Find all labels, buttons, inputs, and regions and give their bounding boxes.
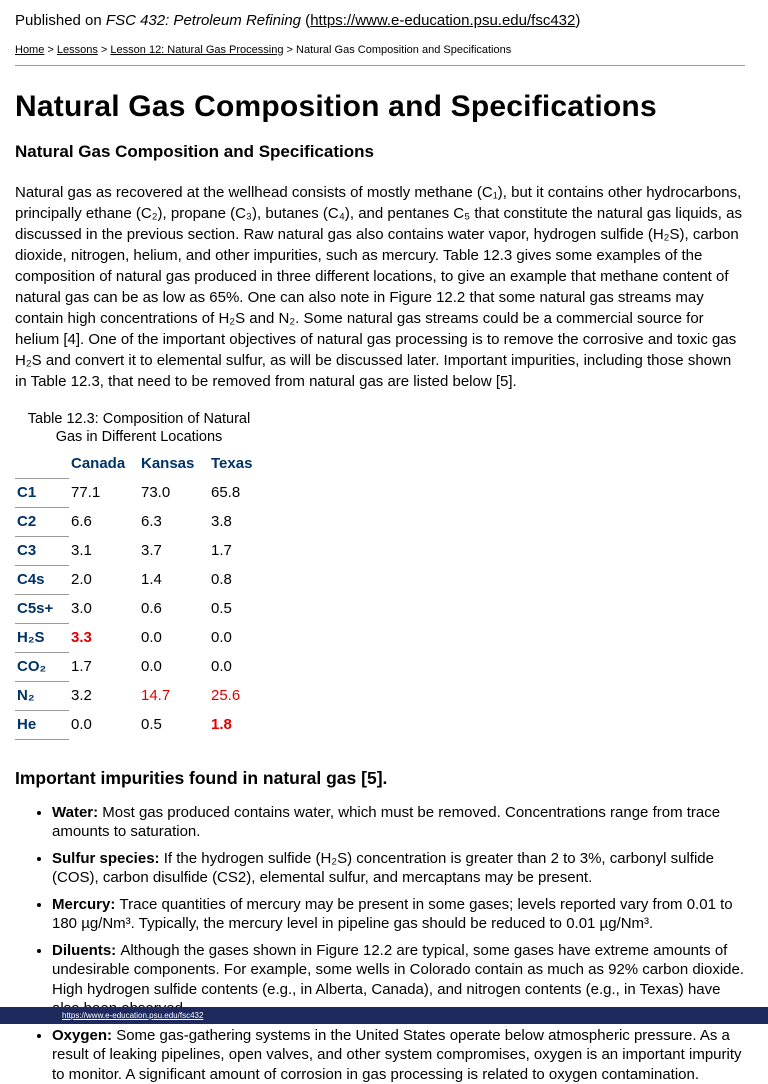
table-cell: 0.0 [69, 710, 139, 739]
impurity-label: Oxygen: [52, 1027, 116, 1044]
site-url-link[interactable]: https://www.e-education.psu.edu/fsc432 [310, 12, 575, 29]
table-cell: 25.6 [209, 681, 279, 710]
footer-bar: https://www.e-education.psu.edu/fsc432 [0, 1007, 768, 1024]
impurity-text: Although the gases shown in Figure 12.2 … [52, 942, 744, 1018]
row-label: He [15, 710, 69, 739]
impurity-item: Mercury: Trace quantities of mercury may… [52, 895, 745, 934]
impurities-heading: Important impurities found in natural ga… [15, 768, 745, 789]
column-header-kansas: Kansas [139, 449, 209, 478]
impurity-label: Diluents: [52, 942, 120, 959]
table-header-row: Canada Kansas Texas [15, 449, 279, 478]
table-cell: 2.0 [69, 565, 139, 594]
breadcrumb-separator: > [44, 44, 57, 56]
table-cell: 3.2 [69, 681, 139, 710]
published-prefix: Published on [15, 12, 106, 29]
row-label: C3 [15, 536, 69, 565]
table-caption: Table 12.3: Composition of Natural Gas i… [15, 410, 263, 446]
page-title: Natural Gas Composition and Specificatio… [15, 90, 745, 124]
table-cell: 0.8 [209, 565, 279, 594]
paren-open: ( [301, 12, 310, 29]
breadcrumb-separator: > [283, 44, 296, 56]
impurity-text: Most gas produced contains water, which … [52, 804, 720, 841]
row-label: H₂S [15, 623, 69, 652]
row-label: N₂ [15, 681, 69, 710]
row-label: C4s [15, 565, 69, 594]
column-header-texas: Texas [209, 449, 279, 478]
table-cell: 0.0 [209, 652, 279, 681]
section-heading: Natural Gas Composition and Specificatio… [15, 142, 745, 162]
impurity-label: Water: [52, 804, 102, 821]
table-cell: 3.0 [69, 594, 139, 623]
table-cell: 0.0 [139, 623, 209, 652]
table-cell: 65.8 [209, 478, 279, 507]
table-cell: 0.5 [209, 594, 279, 623]
table-cell: 77.1 [69, 478, 139, 507]
impurity-label: Sulfur species: [52, 850, 164, 867]
impurity-label: Mercury: [52, 896, 120, 913]
site-title: FSC 432: Petroleum Refining [106, 12, 301, 29]
breadcrumb-separator: > [98, 44, 111, 56]
table-cell: 0.6 [139, 594, 209, 623]
breadcrumb-link[interactable]: Lessons [57, 44, 98, 56]
table-cell: 1.4 [139, 565, 209, 594]
intro-paragraph: Natural gas as recovered at the wellhead… [15, 182, 745, 392]
impurity-text: Trace quantities of mercury may be prese… [52, 896, 733, 933]
table-cell: 0.0 [209, 623, 279, 652]
table-cell: 1.7 [209, 536, 279, 565]
table-cell: 3.8 [209, 507, 279, 536]
table-cell: 3.1 [69, 536, 139, 565]
empty-header-cell [15, 449, 69, 478]
breadcrumb-current: Natural Gas Composition and Specificatio… [296, 44, 511, 56]
table-cell: 0.0 [139, 652, 209, 681]
row-label: CO₂ [15, 652, 69, 681]
table-cell: 73.0 [139, 478, 209, 507]
impurity-text: Some gas-gathering systems in the United… [52, 1027, 742, 1083]
table-cell: 14.7 [139, 681, 209, 710]
column-header-canada: Canada [69, 449, 139, 478]
table-cell: 0.5 [139, 710, 209, 739]
table-cell: 6.3 [139, 507, 209, 536]
footer-source-link[interactable]: https://www.e-education.psu.edu/fsc432 [62, 1011, 203, 1020]
table-cell: 1.7 [69, 652, 139, 681]
impurities-list: Water: Most gas produced contains water,… [15, 803, 745, 1084]
row-label: C1 [15, 478, 69, 507]
row-label: C5s+ [15, 594, 69, 623]
impurity-item: Oxygen: Some gas-gathering systems in th… [52, 1026, 745, 1084]
paren-close: ) [575, 12, 580, 29]
published-line: Published on FSC 432: Petroleum Refining… [15, 12, 745, 29]
impurity-item: Water: Most gas produced contains water,… [52, 803, 745, 842]
table-cell: 3.7 [139, 536, 209, 565]
breadcrumb-link[interactable]: Lesson 12: Natural Gas Processing [110, 44, 283, 56]
table-cell: 6.6 [69, 507, 139, 536]
composition-table-section: Table 12.3: Composition of Natural Gas i… [15, 410, 745, 740]
breadcrumb: Home > Lessons > Lesson 12: Natural Gas … [15, 44, 745, 56]
breadcrumb-link[interactable]: Home [15, 44, 44, 56]
divider [15, 65, 745, 66]
impurity-item: Sulfur species: If the hydrogen sulfide … [52, 849, 745, 888]
row-label: C2 [15, 507, 69, 536]
table-cell: 1.8 [209, 710, 279, 739]
table-cell: 3.3 [69, 623, 139, 652]
